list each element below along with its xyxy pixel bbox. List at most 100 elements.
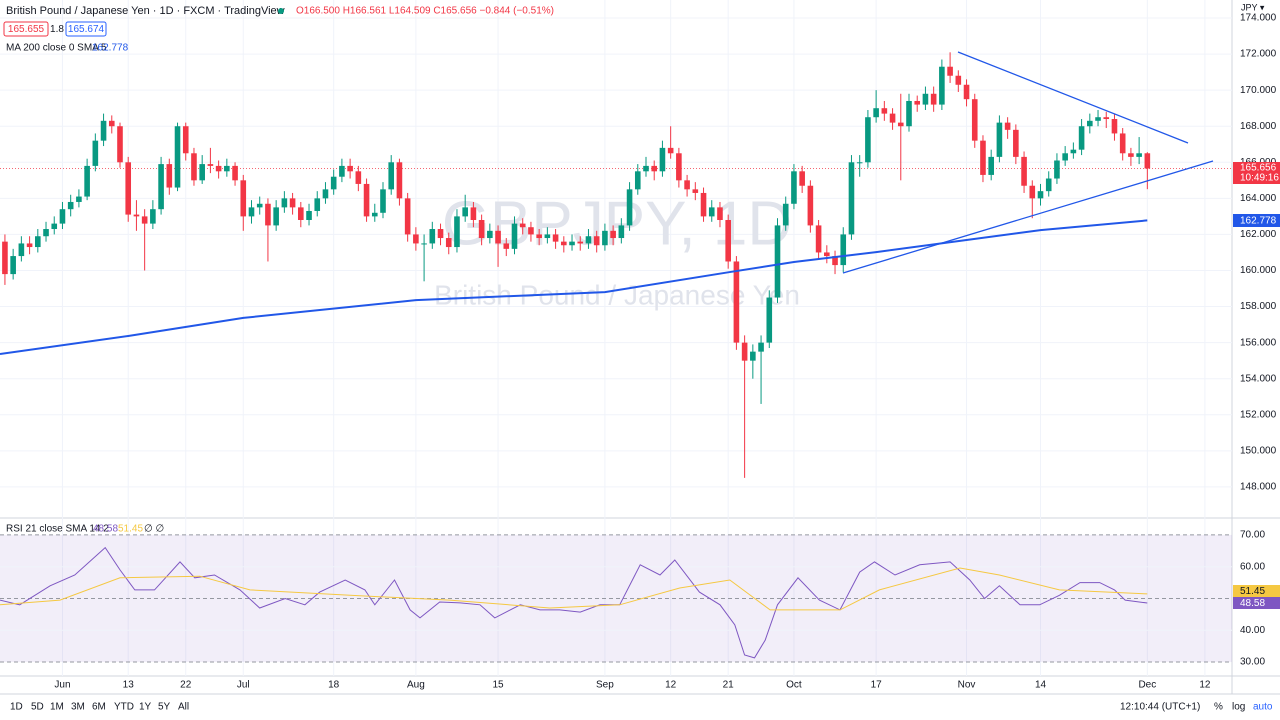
candle-body [462, 207, 468, 217]
candle-body [339, 165, 345, 177]
y-tick-label: 150.000 [1240, 445, 1277, 456]
symbol-title[interactable]: British Pound / Japanese Yen · 1D · FXCM… [6, 5, 285, 17]
candle-body [1054, 160, 1060, 179]
auto-toggle[interactable]: auto [1253, 702, 1273, 713]
candle-body [470, 207, 477, 220]
candle-body [265, 203, 271, 226]
candle-body [224, 165, 230, 172]
range-button[interactable]: 5D [31, 702, 44, 713]
candle-body [873, 108, 879, 118]
candle-body [667, 147, 674, 154]
range-button[interactable]: 3M [71, 702, 85, 713]
candle-body [1078, 126, 1085, 150]
range-button[interactable]: YTD [114, 702, 134, 713]
spread: 1.8 [50, 24, 64, 35]
candle-body [602, 230, 608, 246]
range-button[interactable]: 1Y [139, 702, 152, 713]
trend-line[interactable] [957, 51, 1189, 144]
x-tick-label: 17 [871, 680, 883, 691]
x-tick-label: 13 [123, 680, 135, 691]
candle-body [248, 207, 255, 217]
candle-body [125, 162, 132, 215]
y-tick-label: 162.000 [1240, 229, 1277, 240]
ma-value: 162.778 [92, 43, 129, 54]
x-tick-label: 21 [723, 680, 735, 691]
candle-body [1144, 153, 1151, 169]
range-button[interactable]: All [178, 702, 189, 713]
status-dot [278, 8, 284, 14]
candle-body [51, 223, 58, 230]
x-tick-label: Jul [237, 680, 250, 691]
candle-body [947, 66, 953, 76]
log-toggle[interactable]: log [1232, 702, 1245, 713]
sell-button[interactable] [3, 21, 49, 37]
sell-price[interactable]: 165.655 [8, 24, 45, 35]
x-tick-label: Nov [958, 680, 976, 691]
candle-body [1070, 149, 1077, 154]
candle-body [429, 229, 436, 244]
candle-body [240, 180, 247, 217]
candle-body [955, 75, 962, 85]
candle-body [322, 189, 329, 199]
x-tick-label: Sep [596, 680, 614, 691]
candle-body [1111, 119, 1118, 134]
candle-body [380, 189, 386, 213]
x-tick-label: 12 [665, 680, 677, 691]
candle-body [298, 207, 304, 220]
candle-body [807, 185, 814, 226]
price-tag [1233, 162, 1280, 184]
candle-body [939, 66, 945, 105]
candle-body [676, 153, 682, 181]
buy-price[interactable]: 165.674 [68, 24, 105, 35]
candle-body [445, 238, 452, 248]
x-tick-label: 22 [180, 680, 192, 691]
candle-body [1045, 178, 1052, 192]
range-button[interactable]: 5Y [158, 702, 171, 713]
watermark-sub: British Pound / Japanese Yen [434, 279, 800, 310]
candle-body [355, 171, 362, 184]
candle-body [413, 234, 419, 244]
candle-body [963, 84, 970, 100]
range-button[interactable]: 6M [92, 702, 106, 713]
currency-menu[interactable]: JPY ▾ [1241, 2, 1265, 12]
range-button[interactable]: 1D [10, 702, 23, 713]
candle-body [782, 203, 789, 226]
candle-body [626, 189, 633, 226]
ma-line [0, 219, 1148, 355]
rsi-legend: RSI 21 close SMA 14 2 [6, 524, 109, 535]
candle-body [634, 171, 641, 190]
y-tick-label: 170.000 [1240, 85, 1277, 96]
candle-body [215, 165, 222, 172]
candle-body [404, 198, 411, 235]
y-tick-label: 160.000 [1240, 265, 1277, 276]
candle-body [2, 241, 8, 275]
percent-toggle[interactable]: % [1214, 702, 1223, 713]
y-tick-label: 152.000 [1240, 409, 1277, 420]
buy-button[interactable] [65, 21, 107, 37]
candle-body [396, 162, 403, 199]
candle-body [1037, 191, 1044, 199]
candle-body [43, 229, 49, 237]
y-tick-label: 148.000 [1240, 482, 1277, 493]
candle-body [199, 164, 205, 181]
candle-body [158, 164, 164, 210]
candle-body [100, 120, 107, 141]
candle-body [306, 210, 312, 220]
candle-body [971, 99, 978, 141]
candle-body [35, 236, 41, 248]
trend-line[interactable] [842, 160, 1214, 274]
candle-body [577, 241, 584, 244]
candle-body [92, 140, 99, 166]
candle-body [750, 351, 756, 361]
watermark: GBPJPY, 1D [442, 189, 792, 258]
rsi-tag-label: 48.58 [1240, 598, 1265, 609]
y-tick-label: 174.000 [1240, 13, 1277, 24]
candle-body [528, 227, 534, 235]
candle-body [725, 220, 731, 262]
rsi-tick-label: 70.00 [1240, 530, 1265, 541]
range-button[interactable]: 1M [50, 702, 64, 713]
rsi-tick-label: 40.00 [1240, 625, 1265, 636]
candle-body [561, 241, 567, 246]
candle-body [273, 207, 279, 226]
candle-body [76, 196, 82, 202]
